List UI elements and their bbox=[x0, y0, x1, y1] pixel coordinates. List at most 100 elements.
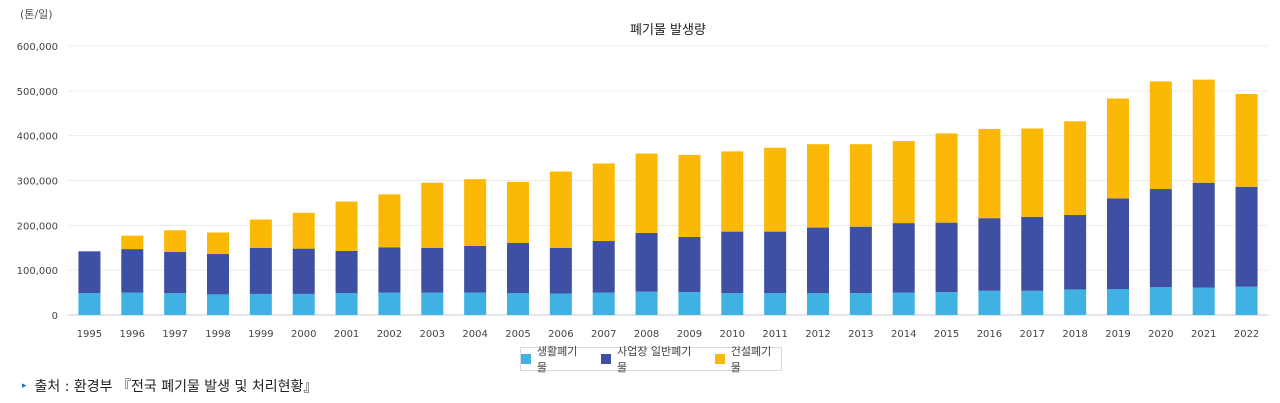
bar-segment bbox=[1021, 216, 1044, 291]
legend-item-household[interactable]: 생활폐기물 bbox=[521, 343, 587, 375]
bar-segment bbox=[1149, 189, 1172, 288]
bar-segment bbox=[78, 293, 101, 315]
bar-segment bbox=[421, 247, 444, 293]
bar-segment bbox=[592, 163, 615, 242]
bar-segment bbox=[892, 223, 915, 293]
y-tick-label: 100,000 bbox=[17, 266, 58, 277]
x-tick-label: 2002 bbox=[377, 329, 402, 340]
bar-segment bbox=[1149, 287, 1172, 315]
x-tick-label: 2001 bbox=[334, 329, 359, 340]
bar-segment bbox=[507, 293, 529, 315]
bar-segment bbox=[1235, 186, 1258, 287]
y-tick-label: 400,000 bbox=[17, 132, 58, 143]
y-tick-label: 500,000 bbox=[17, 87, 58, 98]
bar-segment bbox=[335, 293, 358, 315]
x-tick-label: 2022 bbox=[1234, 329, 1259, 340]
x-tick-label: 2017 bbox=[1020, 329, 1045, 340]
legend-label-construction: 건설폐기물 bbox=[730, 345, 772, 374]
bar-segment bbox=[764, 147, 787, 232]
bar-segment bbox=[592, 241, 615, 293]
bar-segment bbox=[464, 292, 487, 315]
bar-segment bbox=[378, 194, 401, 248]
bar-segment bbox=[164, 230, 187, 252]
chart-legend: 생활폐기물 사업장 일반폐기물 건설폐기물 bbox=[520, 345, 782, 374]
legend-swatch-construction bbox=[714, 354, 725, 364]
bar-segment bbox=[849, 293, 872, 315]
source-label: 출처 : 환경부 『전국 폐기물 발생 및 처리현황』 bbox=[34, 379, 318, 395]
x-tick-label: 1996 bbox=[120, 329, 145, 340]
bar-segment bbox=[764, 231, 787, 294]
bar-segment bbox=[1235, 286, 1258, 315]
legend-item-business[interactable]: 사업장 일반폐기물 bbox=[601, 343, 701, 375]
bar-segment bbox=[335, 201, 358, 251]
bar-segment bbox=[721, 293, 744, 315]
bar-segment bbox=[1107, 198, 1129, 289]
x-tick-label: 2005 bbox=[505, 329, 530, 340]
bar-segment bbox=[807, 293, 829, 315]
bar-segment bbox=[207, 294, 229, 315]
bar-segment bbox=[421, 182, 444, 248]
legend-item-construction[interactable]: 건설폐기물 bbox=[714, 343, 781, 375]
x-tick-label: 1998 bbox=[205, 329, 230, 340]
x-tick-label: 2000 bbox=[291, 329, 316, 340]
bar-segment bbox=[78, 251, 101, 294]
bar-segment bbox=[807, 227, 829, 294]
bar-segment bbox=[721, 231, 744, 294]
y-tick-label: 200,000 bbox=[17, 221, 58, 232]
bar-segment bbox=[1021, 128, 1044, 217]
bar-segment bbox=[249, 293, 272, 315]
chart-title: 폐기물 발생량 bbox=[630, 23, 706, 38]
bar-segment bbox=[378, 247, 401, 293]
bar-segment bbox=[592, 292, 615, 315]
bar-segment bbox=[507, 242, 529, 294]
legend-swatch-household bbox=[521, 354, 531, 364]
x-tick-label: 2019 bbox=[1105, 329, 1130, 340]
bar-segment bbox=[935, 133, 958, 223]
x-tick-label: 2010 bbox=[720, 329, 745, 340]
bar-segment bbox=[678, 154, 701, 237]
bar-segment bbox=[978, 290, 1001, 315]
x-tick-label: 2018 bbox=[1062, 329, 1087, 340]
bar-segment bbox=[935, 222, 958, 293]
bar-segment bbox=[335, 250, 358, 294]
bullet-icon: ▸ bbox=[22, 381, 27, 391]
bar-segment bbox=[978, 218, 1001, 291]
bar-segment bbox=[978, 128, 1001, 219]
bar-segment bbox=[164, 251, 187, 294]
bar-segment bbox=[849, 144, 872, 227]
bar-segment bbox=[764, 293, 787, 315]
bar-segment bbox=[549, 247, 572, 294]
x-tick-label: 2011 bbox=[762, 329, 787, 340]
bar-segment bbox=[935, 292, 958, 315]
bar-segment bbox=[1235, 93, 1258, 187]
bar-segment bbox=[892, 141, 915, 224]
source-note: ▸ 출처 : 환경부 『전국 폐기물 발생 및 처리현황』 bbox=[22, 376, 317, 396]
x-tick-label: 2015 bbox=[934, 329, 959, 340]
legend-swatch-business bbox=[601, 354, 612, 364]
bar-segment bbox=[635, 153, 658, 233]
x-tick-label: 2013 bbox=[848, 329, 873, 340]
bar-segment bbox=[1107, 288, 1129, 315]
x-tick-label: 1999 bbox=[248, 329, 273, 340]
bar-segment bbox=[1064, 121, 1087, 216]
bar-segment bbox=[292, 212, 315, 249]
y-tick-label: 0 bbox=[52, 311, 58, 322]
bar-segment bbox=[121, 292, 144, 315]
bar-segment bbox=[635, 232, 658, 292]
y-tick-label: 600,000 bbox=[17, 42, 58, 53]
bar-segment bbox=[249, 247, 272, 294]
bar-segment bbox=[1064, 289, 1087, 315]
bar-segment bbox=[464, 245, 487, 293]
bar-segment bbox=[678, 292, 701, 315]
x-tick-label: 2020 bbox=[1148, 329, 1173, 340]
legend-label-business: 사업장 일반폐기물 bbox=[617, 345, 692, 374]
bar-segment bbox=[807, 144, 829, 228]
y-tick-label: 300,000 bbox=[17, 177, 58, 188]
x-tick-label: 2003 bbox=[420, 329, 445, 340]
bar-segment bbox=[1192, 287, 1215, 315]
bar-segment bbox=[1064, 215, 1087, 290]
bar-segment bbox=[121, 249, 144, 293]
bar-segment bbox=[507, 181, 529, 243]
bar-segment bbox=[292, 248, 315, 294]
bar-segment bbox=[464, 179, 487, 246]
